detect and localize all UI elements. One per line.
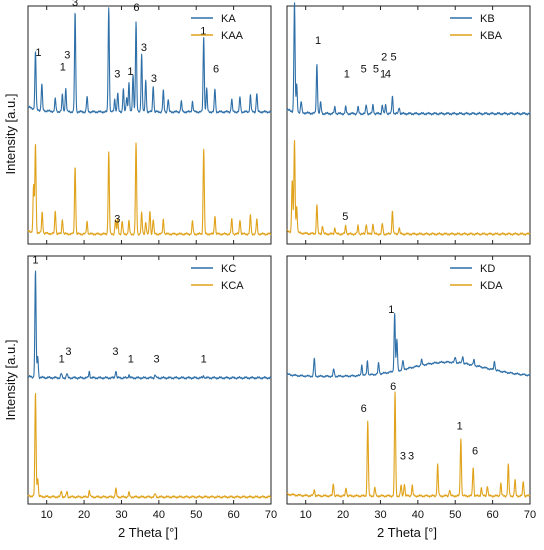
plot-frame (286, 255, 531, 505)
peak-label: 1 (127, 66, 133, 78)
peak-label: 5 (390, 52, 396, 64)
peak-label: 6 (361, 403, 367, 415)
peak-label: 3 (151, 73, 157, 85)
x-tick-label: 50 (190, 509, 202, 521)
series-line-KB (286, 2, 531, 116)
legend-label: KD (480, 263, 495, 275)
peak-label: 1 (59, 354, 65, 366)
x-tick-label: 50 (449, 509, 461, 521)
peak-label: 6 (133, 2, 139, 14)
y-axis-label-top: Intensity [a.u.] (3, 94, 18, 175)
peak-label: 4 (385, 68, 391, 80)
x-tick-label: 20 (78, 509, 90, 521)
peak-label: 3 (65, 346, 71, 358)
peak-label: 3 (114, 68, 120, 80)
peak-label: 3 (400, 450, 406, 462)
peak-label: 1 (201, 354, 207, 366)
legend-label: KC (221, 263, 236, 275)
series-line-KAA (27, 142, 272, 236)
peak-label: 3 (64, 49, 70, 61)
series-line-KBA (286, 139, 531, 236)
series-line-KC (27, 270, 272, 380)
x-tick-label: 40 (412, 509, 424, 521)
peak-label: 1 (32, 254, 38, 266)
x-tick-label: 70 (524, 509, 536, 521)
x-axis-label-left: 2 Theta [°] (118, 525, 178, 540)
series-line-KD (286, 312, 531, 378)
x-tick-label: 70 (265, 509, 277, 521)
legend-label: KB (480, 13, 495, 25)
legend: KD KDA (450, 263, 503, 292)
peak-label: 1 (315, 35, 321, 47)
peak-label: 2 (381, 52, 387, 64)
peak-label: 6 (213, 64, 219, 76)
x-tick-label: 30 (374, 509, 386, 521)
legend-label: KCA (221, 280, 244, 292)
x-tick-label: 60 (486, 509, 498, 521)
legend: KB KBA (450, 13, 503, 42)
peak-label: 3 (114, 214, 120, 226)
legend-label: KAA (221, 30, 244, 42)
x-tick-label: 10 (41, 509, 53, 521)
peak-label: 3 (112, 346, 118, 358)
peak-label: 1 (200, 26, 206, 38)
chart-panels: 1133631633163KAKAA1115521455KBKBA1020304… (27, 0, 536, 521)
panel-top-left: 1133631633163KAKAA (27, 0, 272, 245)
peak-label: 3 (72, 0, 78, 9)
plot-frame (286, 5, 531, 245)
peak-label: 5 (342, 211, 348, 223)
series-line-KDA (286, 391, 531, 498)
series-line-KA (27, 7, 272, 114)
peak-label: 1 (60, 61, 66, 73)
peak-label: 1 (388, 304, 394, 316)
plot-frame (27, 5, 272, 245)
legend-label: KBA (480, 30, 503, 42)
legend-label: KA (221, 13, 236, 25)
legend: KA KAA (191, 13, 244, 42)
peak-label: 1 (128, 354, 134, 366)
peak-label: 1 (35, 47, 41, 59)
panel-top-right: 1115521455KBKBA (286, 2, 531, 245)
x-tick-label: 30 (115, 509, 127, 521)
plot-frame (27, 255, 272, 505)
series-line-KCA (27, 393, 272, 499)
peak-label: 5 (361, 64, 367, 76)
peak-label: 5 (373, 64, 379, 76)
peak-label: 1 (380, 68, 386, 80)
x-axis-label-right: 2 Theta [°] (377, 525, 437, 540)
legend: KC KCA (191, 263, 244, 292)
peak-label: 1 (344, 68, 350, 80)
peak-label: 3 (408, 450, 414, 462)
x-tick-label: 60 (227, 509, 239, 521)
peak-label: 6 (472, 445, 478, 457)
y-axis-label-bottom: Intensity [a.u.] (3, 340, 18, 421)
legend-label: KDA (480, 280, 503, 292)
peak-label: 3 (154, 354, 160, 366)
x-tick-label: 10 (300, 509, 312, 521)
peak-label: 6 (390, 381, 396, 393)
x-tick-label: 40 (153, 509, 165, 521)
peak-label: 1 (457, 421, 463, 433)
x-tick-label: 20 (337, 509, 349, 521)
peak-label: 3 (141, 42, 147, 54)
